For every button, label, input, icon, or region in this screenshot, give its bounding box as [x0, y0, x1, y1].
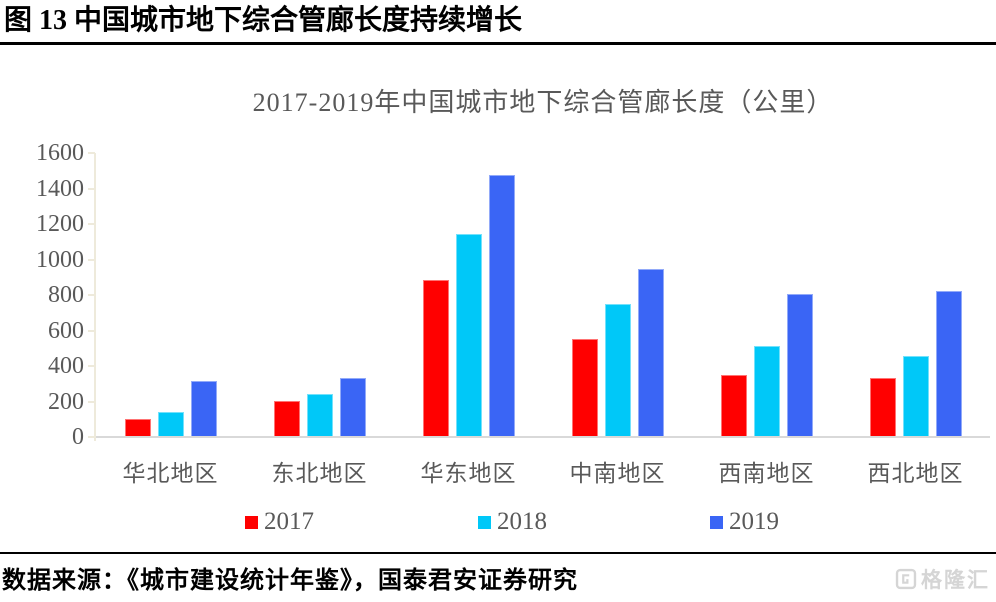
chart-title: 2017-2019年中国城市地下综合管廊长度（公里） [252, 88, 834, 117]
figure-title: 图 13 中国城市地下综合管廊长度持续增长 [4, 5, 523, 36]
bar-2018 [157, 412, 184, 437]
bar-group-5 [692, 153, 841, 437]
bar-2017 [869, 378, 896, 437]
data-source: 数据来源：《城市建设统计年鉴》，国泰君安证券研究 [2, 568, 578, 594]
figure-header: 图 13 中国城市地下综合管廊长度持续增长 [0, 0, 996, 45]
legend-item-2017: 2017 [245, 508, 314, 536]
x-category-label: 中南地区 [569, 461, 666, 486]
legend-label: 2018 [497, 508, 547, 535]
y-tick-mark [88, 436, 95, 438]
bar-2019 [637, 269, 664, 437]
y-tick-label: 200 [48, 388, 84, 415]
bar-group-3 [394, 153, 543, 437]
bar-2017 [273, 401, 300, 437]
y-tick-label: 0 [72, 424, 84, 450]
bar-2017 [720, 375, 747, 437]
y-tick-label: 1400 [36, 175, 84, 202]
bar-2018 [604, 304, 631, 437]
bar-2018 [306, 394, 333, 437]
bar-2019 [786, 294, 813, 437]
gelonghui-g-icon [895, 568, 917, 590]
y-tick-mark [88, 187, 95, 190]
y-axis-line [94, 153, 96, 441]
y-tick-label: 400 [48, 353, 84, 379]
y-tick-label: 800 [48, 282, 84, 308]
bar-2017 [422, 280, 449, 437]
gelonghui-logo: 格隆汇 [895, 564, 990, 594]
bar-2019 [190, 381, 217, 437]
legend-swatch [478, 515, 491, 529]
bar-2018 [753, 346, 780, 437]
bar-group-2 [245, 153, 394, 437]
bar-2017 [571, 339, 598, 437]
bar-2018 [902, 356, 929, 437]
x-axis-line [96, 436, 990, 438]
legend: 2017 2018 2019 [0, 508, 996, 542]
y-tick-mark [88, 258, 95, 261]
y-tick-mark [88, 400, 95, 403]
y-tick-label: 600 [48, 317, 84, 344]
legend-item-2019: 2019 [710, 508, 779, 536]
y-tick-label: 1600 [36, 140, 84, 166]
legend-swatch [710, 515, 723, 529]
plot-area [96, 153, 990, 437]
bar-group-6 [841, 153, 990, 437]
bar-2018 [455, 234, 482, 437]
bar-group-1 [96, 153, 245, 437]
legend-label: 2017 [264, 508, 314, 535]
bar-2017 [124, 419, 151, 437]
x-category-label: 东北地区 [271, 461, 368, 486]
y-tick-label: 1200 [36, 211, 84, 237]
y-tick-mark [88, 329, 95, 332]
x-category-label: 西南地区 [718, 461, 815, 486]
bar-group-4 [543, 153, 692, 437]
legend-item-2018: 2018 [478, 508, 547, 536]
y-tick-label: 1000 [36, 246, 84, 273]
x-category-label: 华北地区 [122, 461, 219, 486]
y-tick-mark [88, 152, 95, 154]
y-tick-mark [88, 294, 95, 296]
bar-2019 [488, 175, 515, 437]
legend-label: 2019 [729, 508, 779, 535]
legend-swatch [245, 515, 258, 529]
y-tick-mark [88, 223, 95, 225]
footer: 数据来源：《城市建设统计年鉴》，国泰君安证券研究 格隆汇 [0, 552, 996, 602]
bar-2019 [339, 378, 366, 437]
bar-2019 [935, 291, 962, 437]
y-tick-mark [88, 365, 95, 367]
x-axis-labels: 华北地区 东北地区 华东地区 中南地区 西南地区 西北地区 [96, 454, 990, 488]
x-category-label: 西北地区 [867, 461, 964, 486]
x-category-label: 华东地区 [420, 461, 517, 486]
gelonghui-logo-text: 格隆汇 [921, 569, 990, 592]
